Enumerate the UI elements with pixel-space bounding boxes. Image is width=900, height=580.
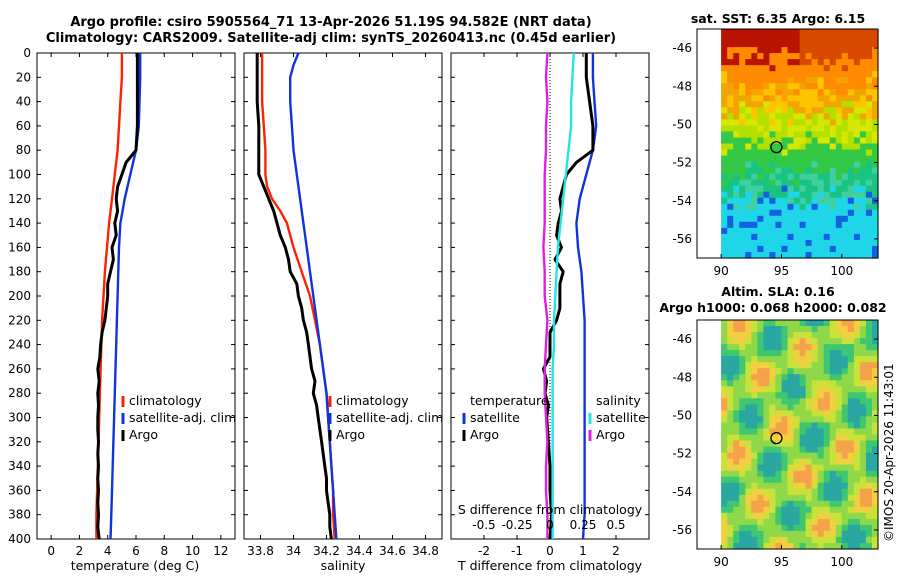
- depth-tick-label: 300: [8, 411, 31, 425]
- salinity-xtick-label: 33.8: [247, 544, 274, 558]
- depth-tick-label: 180: [8, 265, 31, 279]
- depth-tick-label: 320: [8, 435, 31, 449]
- depth-tick-label: 400: [8, 532, 31, 546]
- sst_map-ytick-label: -56: [672, 232, 692, 246]
- depth-tick-label: 0: [23, 46, 31, 60]
- temperature-xtick-label: 10: [185, 544, 200, 558]
- depth-tick-label: 200: [8, 289, 31, 303]
- temperature-series-argo: [96, 53, 139, 540]
- salinity-series-argo: [255, 53, 333, 540]
- salinity-xtick-label: 34.4: [346, 544, 373, 558]
- sla_map-xtick-label: 90: [713, 555, 728, 569]
- depth-tick-label: 120: [8, 192, 31, 206]
- depth-tick-label: 60: [16, 119, 31, 133]
- temperature-legend-entry: satellite-adj. clim: [129, 410, 236, 425]
- depth-tick-label: 240: [8, 338, 31, 352]
- sst_map-xtick-label: 95: [774, 264, 789, 278]
- sst_map-ytick-label: -48: [672, 79, 692, 93]
- difference-xtick-label: -2: [478, 544, 490, 558]
- difference-xlabel: T difference from climatology: [457, 558, 643, 573]
- sla_map-ytick-label: -50: [672, 408, 692, 422]
- sst_map-ytick-label: -50: [672, 117, 692, 131]
- depth-tick-label: 40: [16, 95, 31, 109]
- sla_map-ytick-label: -56: [672, 523, 692, 537]
- sst_map-ytick-label: -54: [672, 194, 692, 208]
- difference-legend-title-salinity: salinity: [596, 393, 641, 408]
- sla_map-ytick-label: -54: [672, 485, 692, 499]
- salinity-legend-entry: Argo: [336, 427, 365, 442]
- sla_map-field: [721, 320, 879, 550]
- salinity-diff-tick-label: 0.25: [570, 518, 597, 532]
- imos-timestamp-text: ©IMOS 20-Apr-2026 11:43:01: [882, 363, 896, 542]
- salinity-diff-tick-label: -0.25: [501, 518, 532, 532]
- depth-tick-label: 140: [8, 216, 31, 230]
- depth-tick-label: 260: [8, 362, 31, 376]
- salinity-diff-xlabel: S difference from climatology: [458, 502, 643, 517]
- difference-legend-entry: Argo: [470, 427, 499, 442]
- difference-legend-entry: satellite: [470, 410, 520, 425]
- difference-xtick-label: 1: [579, 544, 587, 558]
- sla_map-ytick-label: -48: [672, 370, 692, 384]
- depth-tick-label: 220: [8, 313, 31, 327]
- sla_map-argo-marker: [770, 431, 783, 445]
- depth-tick-label: 280: [8, 386, 31, 400]
- difference-series-s-satellite: [551, 52, 575, 539]
- sla_map-xtick-label: 100: [830, 555, 853, 569]
- difference-xtick-label: 2: [612, 544, 620, 558]
- temperature-xtick-label: 0: [47, 544, 55, 558]
- temperature-xlabel: temperature (deg C): [70, 558, 200, 573]
- sst-map-title: sat. SST: 6.35 Argo: 6.15: [690, 11, 866, 26]
- salinity-diff-tick-label: 0.5: [606, 518, 625, 532]
- sla_map-ytick-label: -46: [672, 332, 692, 346]
- temperature-xtick-label: 6: [132, 544, 140, 558]
- sst_map-ytick-label: -46: [672, 41, 692, 55]
- imos-timestamp: ©IMOS 20-Apr-2026 11:43:01: [882, 363, 896, 542]
- temperature-xtick-label: 4: [104, 544, 112, 558]
- temperature-legend-entry: climatology: [129, 393, 202, 408]
- salinity-xtick-label: 34.6: [379, 544, 406, 558]
- sst_map-xtick-label: 90: [713, 264, 728, 278]
- salinity-diff-tick-label: -0.5: [472, 518, 495, 532]
- sla_map-xtick-label: 95: [774, 555, 789, 569]
- salinity-frame: [243, 52, 443, 540]
- chart-title-line2: Climatology: CARS2009. Satellite-adj cli…: [45, 31, 617, 46]
- temperature-xtick-label: 8: [160, 544, 168, 558]
- difference-xtick-label: 0: [546, 544, 554, 558]
- depth-tick-label: 340: [8, 459, 31, 473]
- depth-tick-label: 160: [8, 240, 31, 254]
- sla_map-ytick-label: -52: [672, 447, 692, 461]
- sst_map-argo-marker: [770, 140, 783, 154]
- difference-legend-entry: Argo: [596, 427, 625, 442]
- salinity-xtick-label: 34.2: [313, 544, 340, 558]
- depth-tick-label: 360: [8, 483, 31, 497]
- salinity-legend-entry: satellite-adj. clim: [336, 410, 443, 425]
- depth-tick-label: 20: [16, 70, 31, 84]
- sst_map-field: [721, 29, 879, 259]
- sst_map-ytick-label: -52: [672, 156, 692, 170]
- temperature-legend-entry: Argo: [129, 427, 158, 442]
- sst_map-frame: [696, 28, 879, 259]
- difference-xtick-label: -1: [511, 544, 523, 558]
- salinity-xtick-label: 34.8: [412, 544, 439, 558]
- depth-tick-label: 100: [8, 168, 31, 182]
- difference-legend-entry: satellite: [596, 410, 646, 425]
- salinity-xtick-label: 34: [286, 544, 301, 558]
- sla-map-title-line2: Argo h1000: 0.068 h2000: 0.082: [659, 300, 887, 315]
- difference-series-t-satellite: [575, 53, 598, 540]
- chart-title-line1: Argo profile: csiro 5905564_71 13-Apr-20…: [70, 15, 592, 30]
- temperature-xtick-label: 12: [213, 544, 228, 558]
- salinity-xlabel: salinity: [320, 558, 366, 573]
- difference-series-s-argo: [542, 52, 549, 539]
- salinity-diff-tick-label: 0: [546, 518, 554, 532]
- salinity-series-satelliteadjclim: [289, 52, 338, 540]
- difference-legend-title-temperature: temperature: [470, 393, 549, 408]
- sst_map-xtick-label: 100: [830, 264, 853, 278]
- temperature-xtick-label: 2: [76, 544, 84, 558]
- sla_map-frame: [696, 319, 879, 550]
- sla-map-title-line1: Altim. SLA: 0.16: [721, 284, 835, 299]
- depth-tick-label: 80: [16, 143, 31, 157]
- salinity-legend-entry: climatology: [336, 393, 409, 408]
- depth-tick-label: 380: [8, 508, 31, 522]
